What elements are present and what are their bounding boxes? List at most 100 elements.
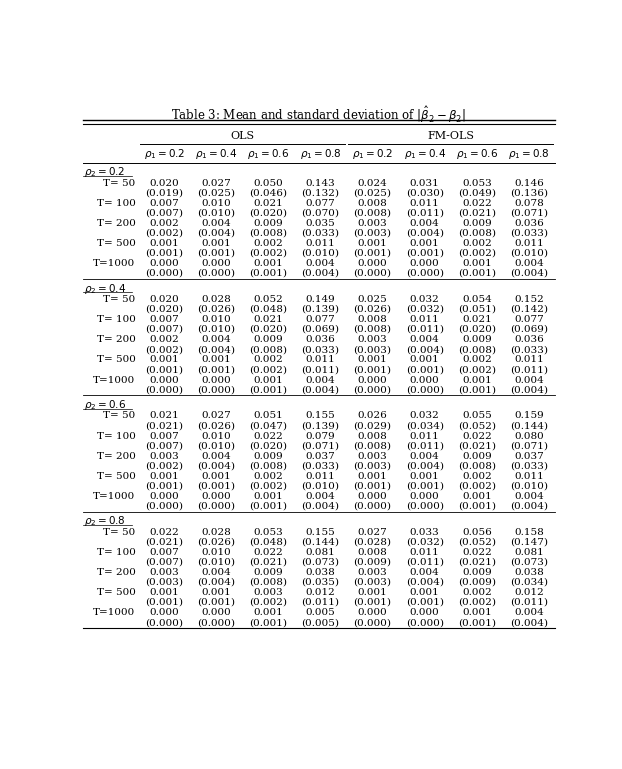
Text: 0.004: 0.004 xyxy=(305,375,335,384)
Text: (0.142): (0.142) xyxy=(510,305,548,314)
Text: (0.033): (0.033) xyxy=(302,228,340,238)
Text: 0.146: 0.146 xyxy=(514,178,544,188)
Text: T= 50: T= 50 xyxy=(103,295,136,304)
Text: (0.052): (0.052) xyxy=(458,421,496,430)
Text: (0.001): (0.001) xyxy=(197,365,235,375)
Text: 0.022: 0.022 xyxy=(462,199,491,208)
Text: 0.000: 0.000 xyxy=(410,492,440,501)
Text: (0.000): (0.000) xyxy=(145,618,183,627)
Text: (0.001): (0.001) xyxy=(458,618,496,627)
Text: (0.000): (0.000) xyxy=(197,385,235,394)
Text: 0.035: 0.035 xyxy=(305,219,335,228)
Text: (0.011): (0.011) xyxy=(406,558,443,567)
Text: (0.025): (0.025) xyxy=(353,188,392,198)
Text: 0.003: 0.003 xyxy=(253,588,283,598)
Text: 0.001: 0.001 xyxy=(410,355,440,365)
Text: T= 200: T= 200 xyxy=(97,568,136,577)
Text: T= 50: T= 50 xyxy=(103,528,136,537)
Text: 0.009: 0.009 xyxy=(462,451,491,461)
Text: (0.002): (0.002) xyxy=(145,228,183,238)
Text: 0.004: 0.004 xyxy=(410,219,440,228)
Text: 0.036: 0.036 xyxy=(514,219,544,228)
Text: 0.032: 0.032 xyxy=(410,295,440,304)
Text: (0.000): (0.000) xyxy=(353,385,392,394)
Text: 0.000: 0.000 xyxy=(410,608,440,618)
Text: (0.004): (0.004) xyxy=(510,501,548,511)
Text: (0.001): (0.001) xyxy=(197,598,235,607)
Text: 0.002: 0.002 xyxy=(253,355,283,365)
Text: (0.020): (0.020) xyxy=(145,305,183,314)
Text: 0.028: 0.028 xyxy=(202,295,231,304)
Text: (0.002): (0.002) xyxy=(249,249,287,258)
Text: T= 500: T= 500 xyxy=(97,239,136,248)
Text: (0.033): (0.033) xyxy=(302,461,340,471)
Text: (0.003): (0.003) xyxy=(353,345,392,354)
Text: (0.021): (0.021) xyxy=(145,538,183,547)
Text: (0.001): (0.001) xyxy=(249,269,287,278)
Text: (0.001): (0.001) xyxy=(406,249,443,258)
Text: 0.001: 0.001 xyxy=(149,239,179,248)
Text: 0.000: 0.000 xyxy=(202,608,231,618)
Text: (0.001): (0.001) xyxy=(406,481,443,491)
Text: (0.002): (0.002) xyxy=(458,598,496,607)
Text: 0.003: 0.003 xyxy=(358,451,388,461)
Text: 0.000: 0.000 xyxy=(410,375,440,384)
Text: T= 200: T= 200 xyxy=(97,451,136,461)
Text: (0.000): (0.000) xyxy=(145,385,183,394)
Text: (0.051): (0.051) xyxy=(458,305,496,314)
Text: (0.011): (0.011) xyxy=(302,365,340,375)
Text: (0.002): (0.002) xyxy=(458,481,496,491)
Text: 0.077: 0.077 xyxy=(514,315,544,325)
Text: (0.011): (0.011) xyxy=(510,365,548,375)
Text: 0.001: 0.001 xyxy=(410,239,440,248)
Text: (0.001): (0.001) xyxy=(406,598,443,607)
Text: (0.010): (0.010) xyxy=(197,325,235,334)
Text: T=1000: T=1000 xyxy=(93,608,136,618)
Text: (0.048): (0.048) xyxy=(249,538,287,547)
Text: (0.052): (0.052) xyxy=(458,538,496,547)
Text: 0.038: 0.038 xyxy=(305,568,335,577)
Text: 0.002: 0.002 xyxy=(462,355,491,365)
Text: (0.001): (0.001) xyxy=(249,618,287,627)
Text: 0.011: 0.011 xyxy=(514,472,544,481)
Text: 0.036: 0.036 xyxy=(305,335,335,345)
Text: 0.008: 0.008 xyxy=(358,199,388,208)
Text: (0.001): (0.001) xyxy=(353,598,392,607)
Text: (0.071): (0.071) xyxy=(510,208,548,218)
Text: (0.033): (0.033) xyxy=(302,345,340,354)
Text: (0.010): (0.010) xyxy=(302,481,340,491)
Text: 0.022: 0.022 xyxy=(462,548,491,557)
Text: 0.011: 0.011 xyxy=(514,239,544,248)
Text: 0.000: 0.000 xyxy=(202,492,231,501)
Text: (0.000): (0.000) xyxy=(406,269,443,278)
Text: 0.004: 0.004 xyxy=(514,375,544,384)
Text: 0.155: 0.155 xyxy=(305,528,335,537)
Text: (0.000): (0.000) xyxy=(406,385,443,394)
Text: 0.002: 0.002 xyxy=(149,219,179,228)
Text: 0.051: 0.051 xyxy=(253,411,283,421)
Text: (0.011): (0.011) xyxy=(406,441,443,451)
Text: 0.026: 0.026 xyxy=(358,411,388,421)
Text: (0.004): (0.004) xyxy=(510,385,548,394)
Text: (0.004): (0.004) xyxy=(302,501,340,511)
Text: 0.011: 0.011 xyxy=(305,239,335,248)
Text: 0.001: 0.001 xyxy=(410,472,440,481)
Text: (0.000): (0.000) xyxy=(406,618,443,627)
Text: $\rho_1 = 0.2$: $\rho_1 = 0.2$ xyxy=(144,148,185,161)
Text: (0.000): (0.000) xyxy=(353,269,392,278)
Text: 0.022: 0.022 xyxy=(462,431,491,441)
Text: 0.000: 0.000 xyxy=(202,259,231,268)
Text: (0.020): (0.020) xyxy=(249,325,287,334)
Text: 0.004: 0.004 xyxy=(410,451,440,461)
Text: 0.009: 0.009 xyxy=(253,219,283,228)
Text: 0.004: 0.004 xyxy=(514,608,544,618)
Text: (0.009): (0.009) xyxy=(353,558,392,567)
Text: (0.071): (0.071) xyxy=(510,441,548,451)
Text: 0.031: 0.031 xyxy=(410,178,440,188)
Text: (0.007): (0.007) xyxy=(145,325,183,334)
Text: $\rho_2 = 0.4$: $\rho_2 = 0.4$ xyxy=(83,281,126,295)
Text: (0.004): (0.004) xyxy=(197,578,235,587)
Text: (0.010): (0.010) xyxy=(197,441,235,451)
Text: (0.008): (0.008) xyxy=(249,345,287,354)
Text: 0.003: 0.003 xyxy=(358,335,388,345)
